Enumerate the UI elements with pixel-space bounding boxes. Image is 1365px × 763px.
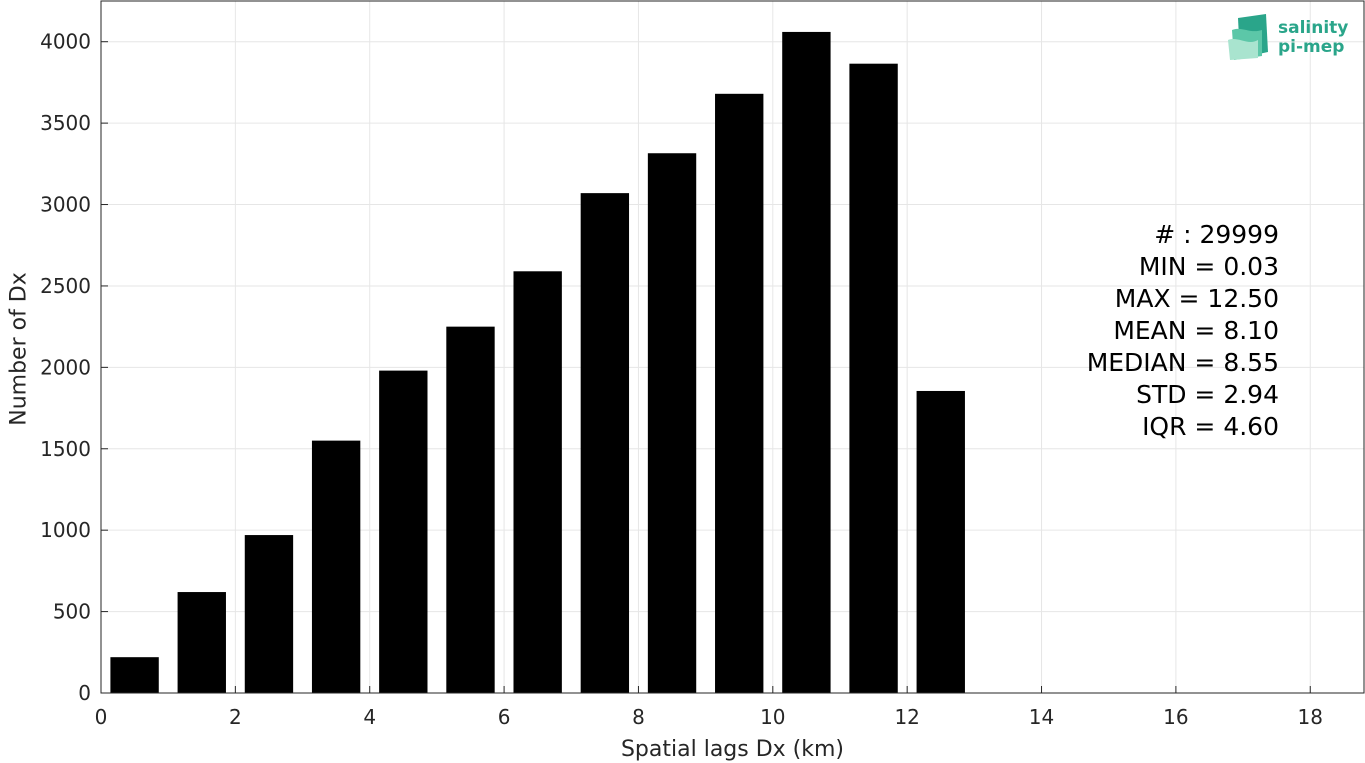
histogram-bar	[513, 271, 562, 693]
histogram-bar	[311, 440, 361, 693]
histogram-bar	[446, 326, 495, 693]
y-tick-label: 0	[78, 681, 91, 705]
stat-line: MAX = 12.50	[1115, 284, 1279, 313]
stat-line: MEAN = 8.10	[1113, 316, 1279, 345]
histogram-bar	[916, 390, 965, 693]
stat-line: MEDIAN = 8.55	[1087, 348, 1279, 377]
stats-box: # : 29999 MIN = 0.03 MAX = 12.50 MEAN = 8.1…	[1087, 220, 1279, 441]
y-tick-label: 3000	[40, 193, 91, 217]
x-tick-label: 16	[1163, 705, 1188, 729]
stat-line: IQR = 4.60	[1142, 412, 1279, 441]
x-tick-label: 18	[1298, 705, 1323, 729]
x-tick-label: 6	[498, 705, 511, 729]
salinity-pi-mep-logo: salinity pi-mep	[1228, 14, 1348, 60]
y-tick-label: 2000	[40, 355, 91, 379]
y-tick-label: 1000	[40, 518, 91, 542]
histogram-bar	[647, 153, 697, 694]
bars	[110, 31, 965, 694]
stat-line: STD = 2.94	[1136, 380, 1279, 409]
histogram-bar	[849, 63, 898, 693]
x-tick-label: 14	[1029, 705, 1054, 729]
waves-icon	[1228, 14, 1268, 60]
histogram-bar	[782, 31, 831, 694]
x-tick-label: 4	[363, 705, 376, 729]
stat-line: MIN = 0.03	[1139, 252, 1279, 281]
y-tick-label: 2500	[40, 274, 91, 298]
y-tick-label: 1500	[40, 437, 91, 461]
y-axis-label: Number of Dx	[7, 272, 32, 426]
y-tick-label: 3500	[40, 111, 91, 135]
histogram-bar	[110, 657, 159, 693]
y-axis-ticks: 0 500 1000 1500 2000 2500 3000 3500 4000	[40, 30, 108, 705]
x-tick-label: 0	[95, 705, 108, 729]
histogram-bar	[580, 193, 630, 693]
logo-line-1: salinity	[1278, 18, 1348, 38]
histogram-bar	[244, 535, 294, 693]
histogram-bar	[177, 592, 226, 693]
x-axis-ticks: 0 2 4 6 8 10 12 14 16 18	[95, 686, 1323, 729]
x-axis-label: Spatial lags Dx (km)	[621, 737, 844, 762]
x-tick-label: 12	[894, 705, 919, 729]
y-tick-label: 500	[53, 600, 91, 624]
histogram-bar	[379, 370, 428, 693]
logo-line-2: pi-mep	[1278, 37, 1344, 57]
x-tick-label: 8	[632, 705, 645, 729]
plot-frame	[100, 0, 1365, 694]
histogram-bar	[715, 93, 764, 694]
stat-line: # : 29999	[1154, 220, 1279, 249]
y-tick-label: 4000	[40, 30, 91, 54]
x-tick-label: 10	[760, 705, 785, 729]
x-tick-label: 2	[229, 705, 242, 729]
